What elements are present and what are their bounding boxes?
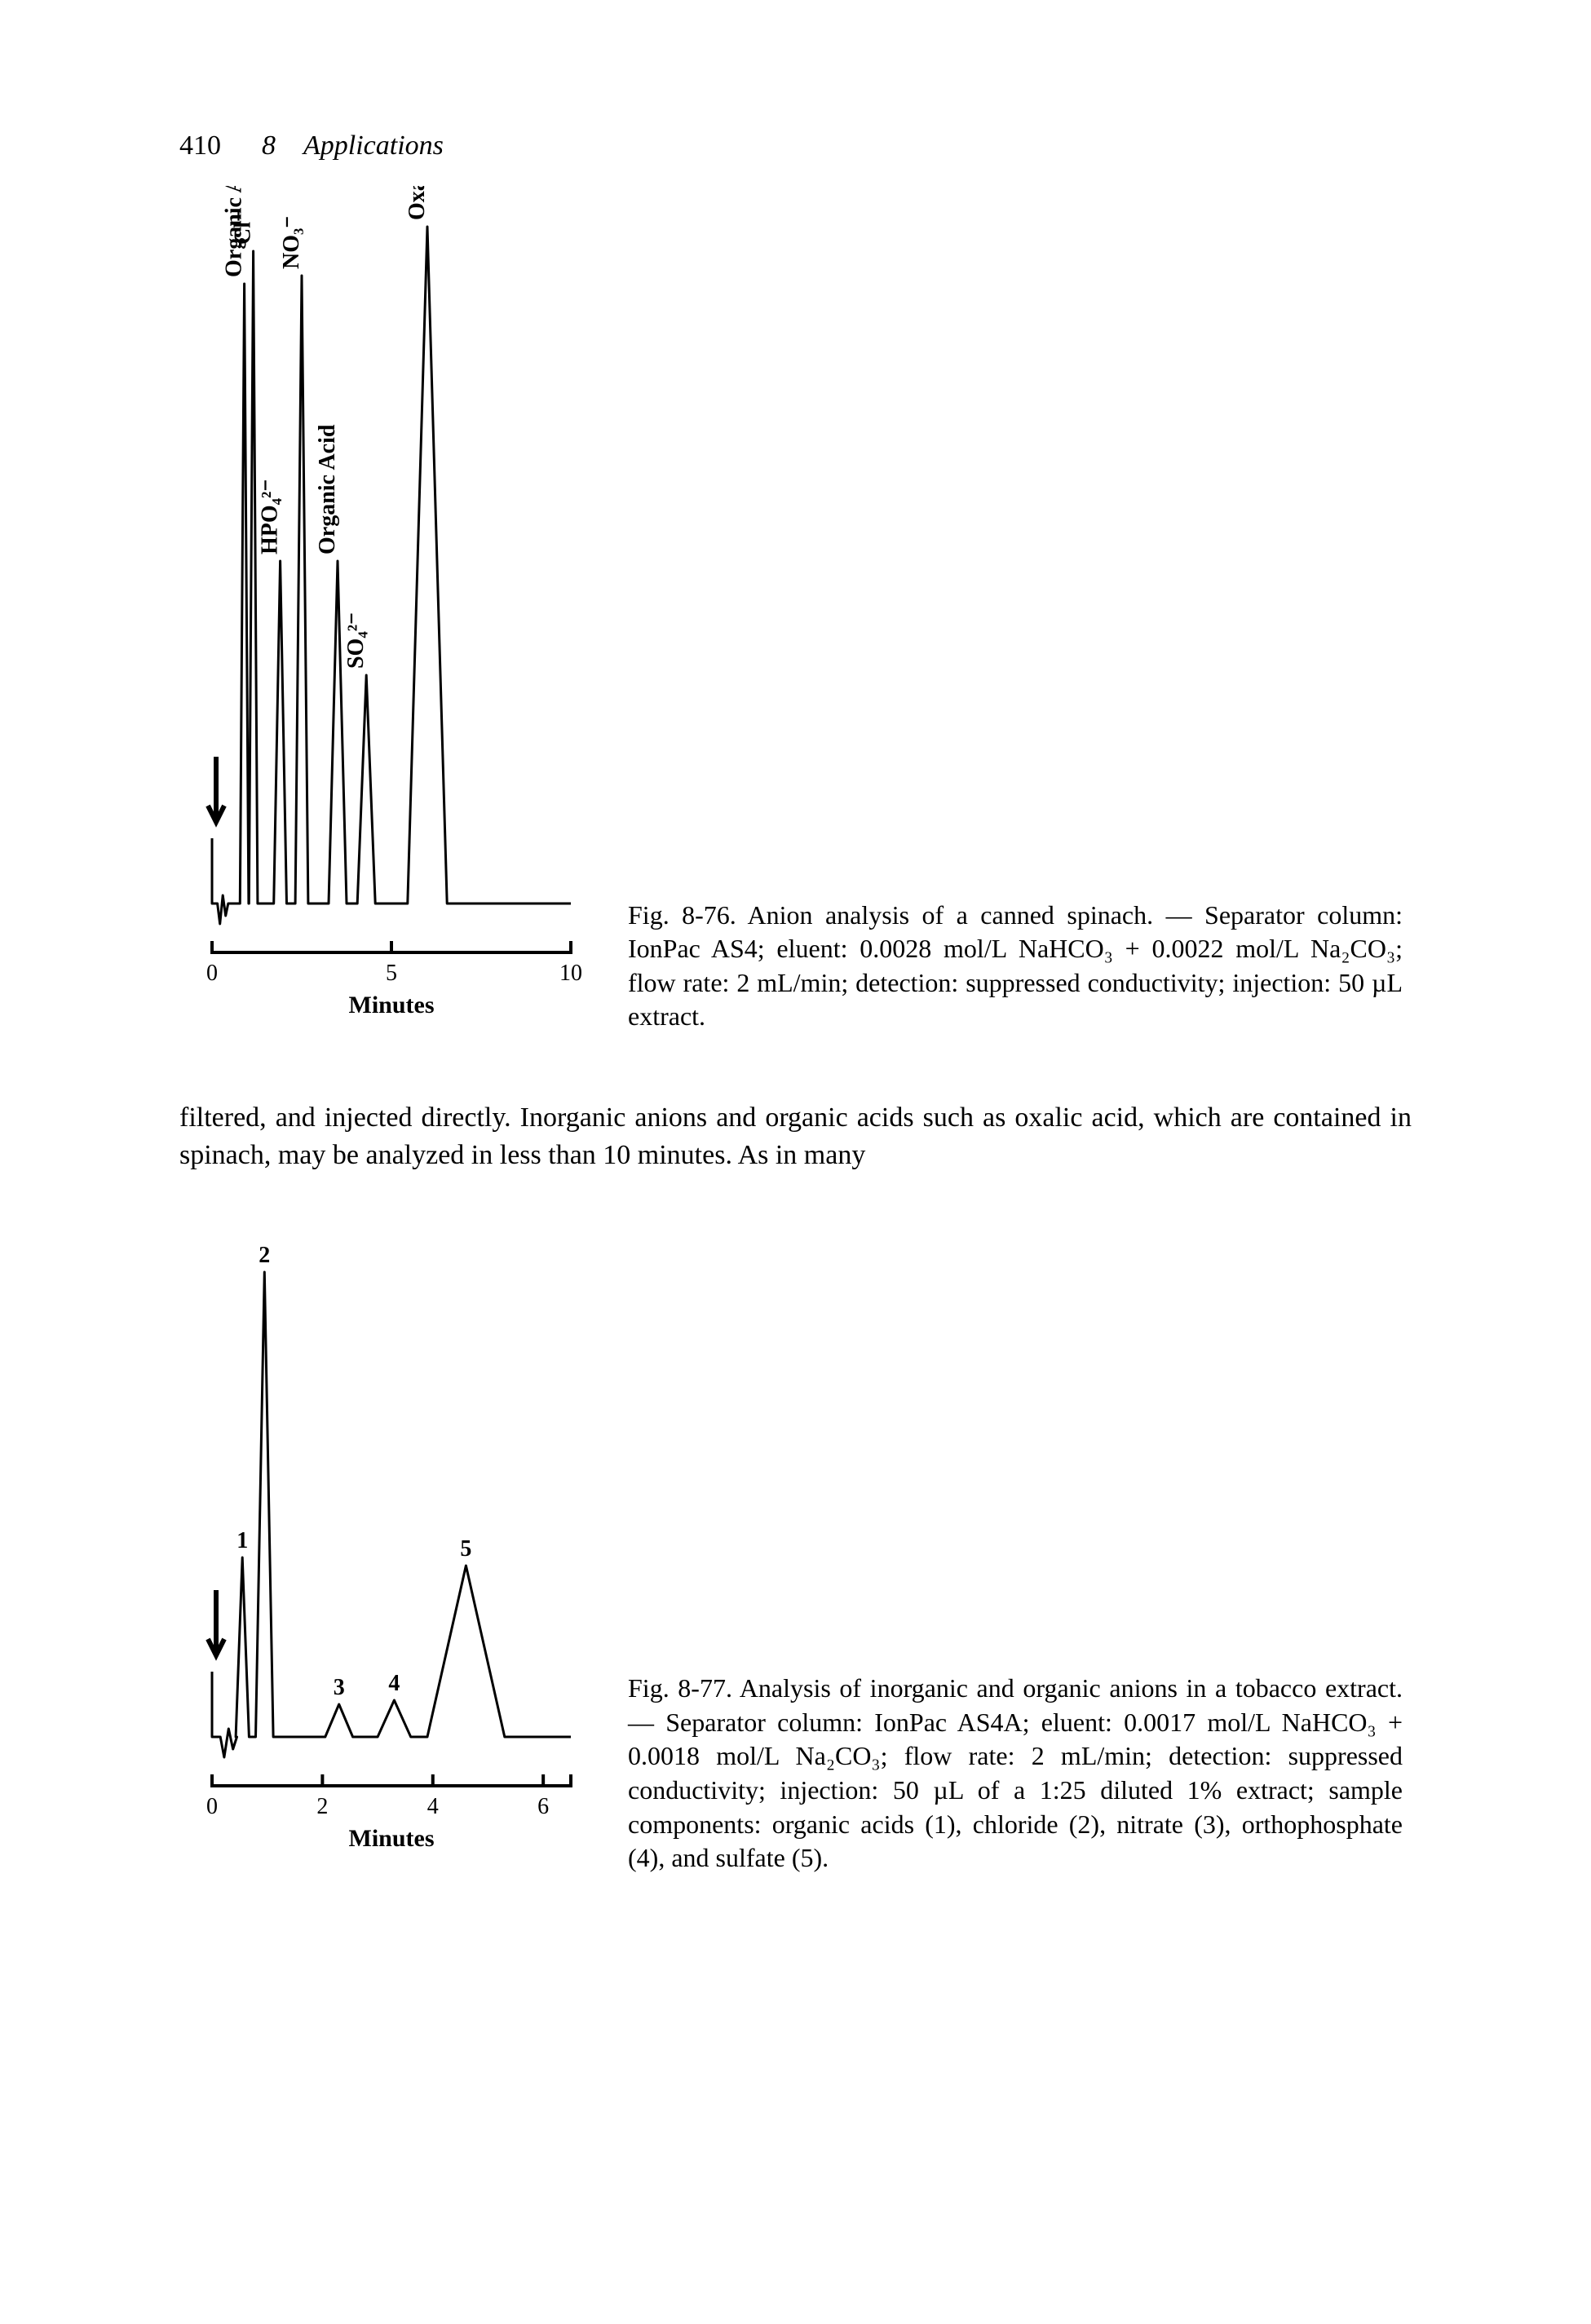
x-tick-label: 4 [427,1794,439,1819]
chapter-header: 8 Applications [262,130,444,161]
figure-8-76-chart: 0510MinutesOrganic AcidsCl⁻HPO₄²⁻NO₃⁻Org… [179,186,587,1067]
peak-label: 4 [388,1671,400,1696]
injection-arrow-icon [208,757,224,822]
x-tick-label: 6 [537,1794,549,1819]
x-axis [212,1774,571,1786]
figure-8-77-chart: 0 2 4 6 Minutes 1 2 3 4 5 [179,1207,587,1900]
figure-8-77-caption: Fig. 8-77. Analysis of inorganic and org… [628,1672,1403,1876]
figure-8-76-caption: Fig. 8-76. Anion analysis of a canned sp… [628,899,1403,1034]
x-axis-label: Minutes [349,1825,435,1852]
chromatogram-svg-2: 0 2 4 6 Minutes 1 2 3 4 5 [179,1207,587,1900]
peak-label: 1 [236,1528,248,1553]
chapter-number: 8 [262,130,276,161]
x-tick-label: 5 [386,961,397,986]
figure-8-77-block: 0 2 4 6 Minutes 1 2 3 4 5 Fig. 8-77. Analysis of … [179,1207,1412,1900]
x-tick-label: 0 [206,1794,218,1819]
chromatogram-svg-1: 0510MinutesOrganic AcidsCl⁻HPO₄²⁻NO₃⁻Org… [179,186,587,1067]
page-number: 410 [179,130,221,161]
peak-label: 5 [460,1536,471,1562]
chapter-title: Applications [303,130,444,161]
x-tick-label: 0 [206,961,218,986]
peak-label: Oxalate [404,186,430,220]
x-axis-label: Minutes [349,992,435,1018]
body-paragraph: filtered, and injected directly. Inorgan… [179,1099,1412,1174]
peak-label: NO₃⁻ [279,216,304,269]
figure-8-76-block: 0510MinutesOrganic AcidsCl⁻HPO₄²⁻NO₃⁻Org… [179,186,1412,1067]
peak-label: 2 [259,1243,270,1268]
peak-label: 3 [334,1675,345,1700]
x-tick-label: 2 [316,1794,328,1819]
peak-label: HPO₄²⁻ [258,479,283,554]
peak-label: SO₄²⁻ [343,612,369,669]
chromatogram-trace [212,227,571,924]
peak-label: Organic Acid [315,424,340,554]
page-header: 410 8 Applications [179,130,1412,161]
x-tick-label: 10 [559,961,582,986]
injection-arrow-icon [208,1590,224,1655]
peak-label: Cl⁻ [231,210,256,245]
page: 410 8 Applications 0510MinutesOrganic Ac… [0,0,1591,2324]
